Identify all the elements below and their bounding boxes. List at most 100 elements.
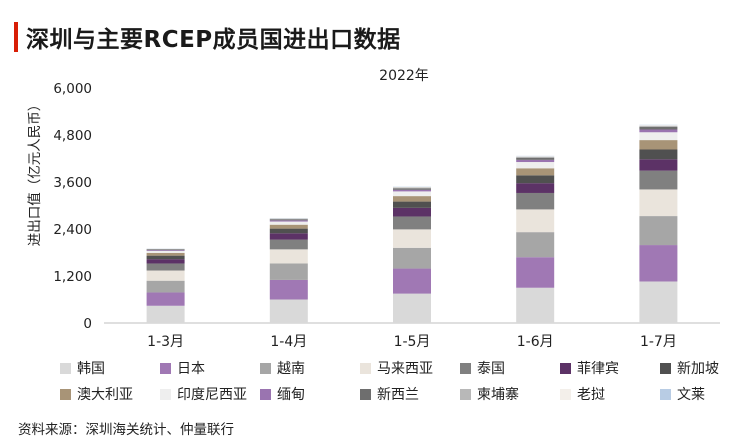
y-tick-label: 2,400	[53, 222, 92, 238]
legend-item: 越南	[260, 358, 305, 378]
bar-segment	[516, 168, 555, 176]
y-tick-label: 0	[83, 316, 92, 332]
bar-segment	[516, 287, 555, 323]
bar-segment	[516, 156, 555, 157]
x-tick-label: 1-6月	[517, 334, 554, 350]
legend-swatch	[660, 388, 671, 400]
bar-segment	[393, 191, 431, 197]
bar-segment	[146, 250, 185, 251]
bar-segment	[639, 125, 678, 127]
bar-segment	[639, 126, 678, 130]
bar-segment	[393, 293, 431, 323]
legend-swatch	[360, 362, 371, 374]
bar-segment	[393, 187, 431, 189]
legend-swatch	[360, 388, 371, 400]
bar-segment	[269, 239, 308, 250]
legend-item: 泰国	[460, 358, 505, 378]
bar-segment	[639, 125, 678, 126]
bar-segment	[269, 263, 308, 280]
legend-item: 马来西亚	[360, 358, 433, 378]
bar-segment	[269, 299, 308, 323]
bar-segment	[269, 224, 308, 229]
y-tick-labels: 0 1,200 2,400 3,600 4,800 6,000	[53, 81, 92, 332]
bar-segment	[639, 140, 678, 150]
legend-swatch	[60, 388, 71, 400]
legend-swatch	[160, 362, 171, 374]
legend-label: 文莱	[677, 387, 705, 403]
bars	[146, 124, 678, 323]
bar-segment	[393, 196, 431, 202]
bar-segment	[393, 201, 431, 208]
legend-swatch	[460, 388, 471, 400]
bar-segment	[639, 149, 678, 160]
legend-item: 老挝	[560, 384, 605, 404]
legend-item: 日本	[160, 358, 205, 378]
bar-segment	[516, 175, 555, 184]
legend-label: 印度尼西亚	[177, 387, 247, 403]
bar-segment	[146, 252, 185, 256]
bar-segment	[393, 216, 431, 230]
legend-label: 菲律宾	[577, 361, 619, 377]
y-tick-label: 4,800	[53, 128, 92, 144]
bar-segment	[146, 255, 185, 260]
legend-swatch	[160, 388, 171, 400]
chart-title: 深圳与主要RCEP成员国进出口数据	[26, 27, 401, 53]
legend-swatch	[660, 362, 671, 374]
bar-segment	[639, 216, 678, 246]
bar-segment	[393, 207, 431, 217]
bar-segment	[639, 245, 678, 282]
bar-segment	[146, 292, 185, 306]
chart-subtitle: 2022年	[379, 68, 429, 84]
legend-label: 老挝	[577, 387, 605, 403]
legend-label: 韩国	[77, 361, 105, 377]
y-tick-label: 3,600	[53, 175, 92, 191]
bar-segment	[269, 219, 308, 221]
bar-segment	[269, 233, 308, 240]
bar-segment	[639, 159, 678, 171]
x-tick-label: 1-4月	[270, 334, 307, 350]
legend-label: 新加坡	[677, 361, 719, 377]
y-tick-label: 6,000	[53, 81, 92, 97]
legend-label: 日本	[177, 361, 205, 377]
title-accent-bar	[14, 22, 18, 52]
legend-swatch	[260, 362, 271, 374]
bar-segment	[269, 249, 308, 264]
bar-segment	[269, 279, 308, 300]
bar-segment	[393, 189, 431, 192]
bar-segment	[146, 270, 185, 281]
bar-segment	[393, 247, 431, 269]
bar-segment	[146, 263, 185, 271]
legend-label: 马来西亚	[377, 361, 433, 377]
legend-label: 缅甸	[277, 387, 305, 403]
legend-label: 澳大利亚	[77, 387, 133, 403]
bar-segment	[516, 183, 555, 193]
bar-segment	[516, 209, 555, 233]
bar-segment	[516, 162, 555, 169]
x-tick-label: 1-3月	[147, 334, 184, 350]
bar-segment	[639, 129, 678, 133]
legend-item: 缅甸	[260, 384, 305, 404]
x-tick-labels: 1-3月 1-4月 1-5月 1-6月 1-7月	[147, 334, 677, 350]
bar-segment	[639, 189, 678, 217]
bar-segment	[516, 257, 555, 288]
bar-segment	[269, 220, 308, 222]
legend-item: 菲律宾	[560, 358, 619, 378]
bar-segment	[146, 249, 185, 251]
bar-segment	[146, 280, 185, 293]
legend-label: 新西兰	[377, 387, 419, 403]
bar-segment	[269, 218, 308, 220]
bar-segment	[639, 281, 678, 323]
legend-swatch	[560, 362, 571, 374]
bar-segment	[516, 232, 555, 258]
legend-item: 柬埔寨	[460, 384, 519, 404]
bar-segment	[146, 250, 185, 253]
legend-item: 印度尼西亚	[160, 384, 247, 404]
bar-segment	[269, 221, 308, 225]
x-tick-label: 1-7月	[640, 334, 677, 350]
bar-segment	[516, 157, 555, 160]
legend-item: 新加坡	[660, 358, 719, 378]
bar-segment	[393, 229, 431, 248]
legend-label: 越南	[277, 361, 305, 377]
legend-item: 文莱	[660, 384, 705, 404]
legend-swatch	[560, 388, 571, 400]
